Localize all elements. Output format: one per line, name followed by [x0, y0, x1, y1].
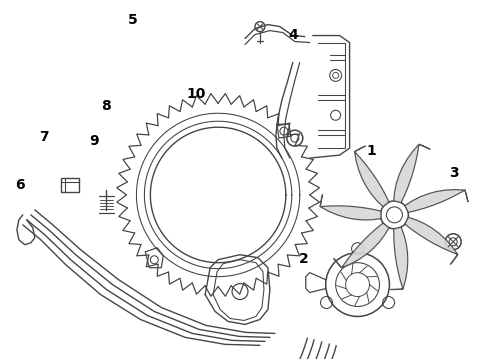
Text: 10: 10	[186, 87, 205, 101]
Polygon shape	[333, 223, 388, 268]
Polygon shape	[354, 146, 388, 207]
Text: 5: 5	[127, 13, 137, 27]
Text: 4: 4	[288, 28, 298, 42]
Text: 3: 3	[448, 166, 458, 180]
Bar	[61, 178, 79, 192]
Text: 7: 7	[39, 130, 48, 144]
Text: 9: 9	[89, 134, 99, 148]
Text: 6: 6	[16, 178, 25, 192]
Text: 1: 1	[366, 144, 375, 158]
Text: 8: 8	[101, 99, 110, 113]
Polygon shape	[320, 194, 380, 220]
Polygon shape	[404, 217, 457, 264]
Polygon shape	[390, 227, 407, 289]
Text: 2: 2	[299, 252, 308, 266]
Polygon shape	[393, 144, 429, 203]
Polygon shape	[404, 190, 467, 212]
